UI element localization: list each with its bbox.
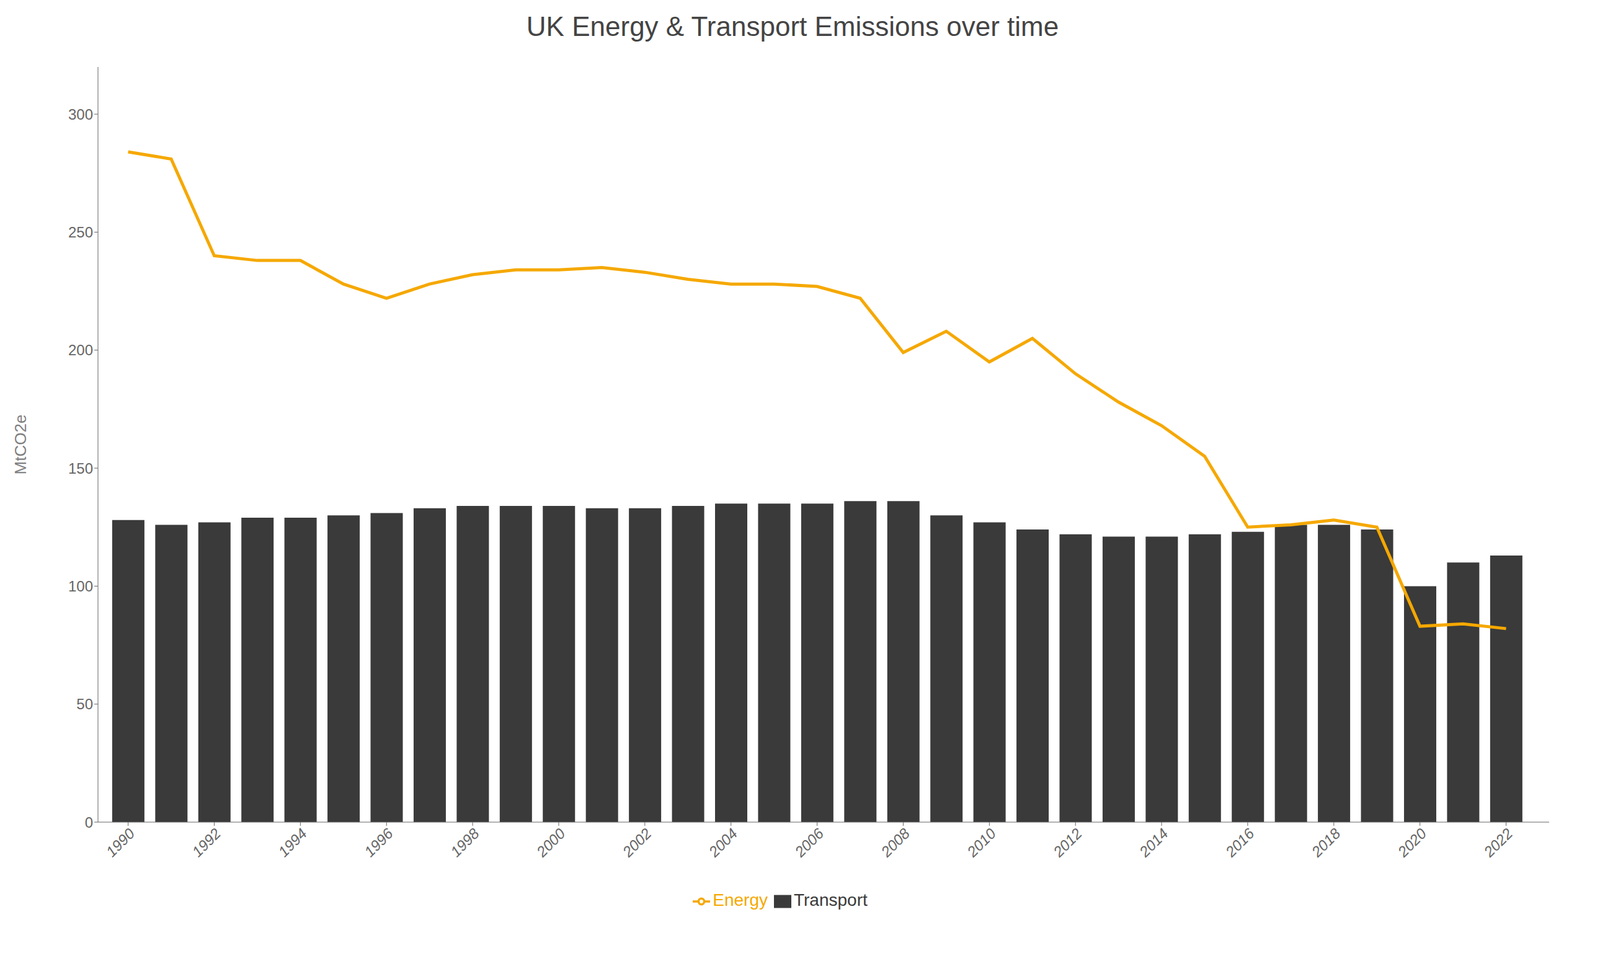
svg-text:1992: 1992 <box>188 824 224 861</box>
svg-text:2020: 2020 <box>1394 824 1431 861</box>
svg-text:2022: 2022 <box>1480 824 1517 861</box>
svg-text:300: 300 <box>68 106 94 123</box>
svg-text:250: 250 <box>68 223 94 241</box>
html-text:UK Energy & Transport Emission: UK Energy & Transport Emissions over tim… <box>526 11 1059 42</box>
svg-text:2006: 2006 <box>791 824 828 861</box>
svg-text:50: 50 <box>76 695 94 713</box>
svg-text:2000: 2000 <box>532 824 569 861</box>
svg-text:0: 0 <box>84 814 94 832</box>
svg-text:1990: 1990 <box>102 824 138 861</box>
html-text:Transport: Transport <box>793 890 868 910</box>
svg-text:100: 100 <box>68 577 94 595</box>
svg-text:2014: 2014 <box>1135 824 1172 861</box>
svg-text:MtCO2e: MtCO2e <box>11 414 30 476</box>
svg-text:2004: 2004 <box>705 824 742 861</box>
svg-text:2010: 2010 <box>963 824 1000 861</box>
svg-text:1994: 1994 <box>274 824 311 861</box>
svg-text:2012: 2012 <box>1049 824 1086 861</box>
svg-text:1996: 1996 <box>360 824 397 861</box>
svg-text:2018: 2018 <box>1307 824 1344 861</box>
svg-text:150: 150 <box>68 460 94 477</box>
svg-text:2016: 2016 <box>1221 824 1258 861</box>
svg-text:200: 200 <box>68 341 94 359</box>
svg-text:2002: 2002 <box>618 824 655 861</box>
svg-text:2008: 2008 <box>876 824 913 861</box>
html-text:Energy: Energy <box>712 890 768 910</box>
svg-text:1998: 1998 <box>447 824 483 861</box>
